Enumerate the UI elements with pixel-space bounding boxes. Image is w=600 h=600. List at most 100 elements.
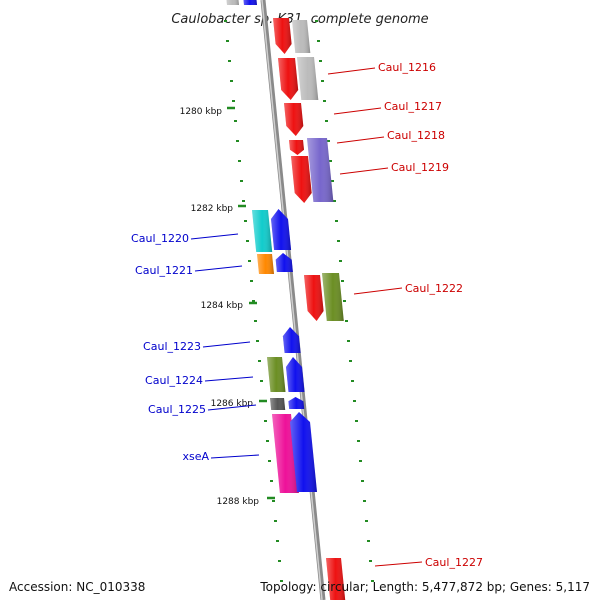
label-leader — [210, 454, 260, 459]
scale-dot — [321, 80, 324, 82]
scale-dot — [226, 40, 229, 42]
gene-shading — [278, 58, 299, 100]
scale-dot — [230, 80, 233, 82]
gene-shading — [282, 327, 301, 353]
gene-label-caul-1223[interactable]: Caul_1223 — [143, 340, 201, 353]
gene-shading — [326, 558, 346, 600]
scale-dot — [317, 40, 320, 42]
scale-dot — [274, 520, 277, 522]
scale-dot — [246, 240, 249, 242]
scale-dot — [333, 200, 336, 202]
scale-dot — [339, 260, 342, 262]
gene-shading — [271, 209, 292, 250]
gene-label-caul-1222[interactable]: Caul_1222 — [405, 282, 463, 295]
label-leader — [333, 107, 382, 115]
scale-dot — [331, 180, 334, 182]
gene-label-xsea[interactable]: xseA — [182, 450, 209, 463]
scale-dot — [252, 300, 255, 302]
map-title: Caulobacter sp. K31, complete genome — [171, 12, 428, 27]
gene-shading — [243, 0, 257, 5]
scale-dot — [278, 560, 281, 562]
gene-label-caul-1227[interactable]: Caul_1227 — [425, 556, 483, 569]
scale-dot — [248, 260, 251, 262]
label-leader — [339, 167, 389, 175]
gene-shading — [273, 18, 292, 54]
gene-shading — [297, 57, 319, 100]
scale-dot — [260, 380, 263, 382]
genome-backbone-highlight — [261, 0, 323, 600]
gene-shading — [286, 357, 305, 392]
scale-dot — [357, 440, 360, 442]
label-leader — [190, 233, 239, 240]
scale-dot — [276, 540, 279, 542]
label-leader — [353, 287, 403, 295]
scale-dot — [359, 460, 362, 462]
scale-dot — [371, 580, 374, 582]
scale-dot — [319, 60, 322, 62]
gene-label-caul-1216[interactable]: Caul_1216 — [378, 61, 436, 74]
scale-dot — [325, 120, 328, 122]
right-gene-labels: Caul_1216 Caul_1217 Caul_1218 Caul_1219 … — [327, 61, 483, 569]
gene-shading — [291, 156, 312, 203]
gene-shading — [307, 138, 334, 202]
gene-shading — [257, 254, 274, 274]
scale-dot — [254, 320, 257, 322]
scale-dot — [256, 340, 259, 342]
scale-dot — [272, 500, 275, 502]
gene-label-caul-1220[interactable]: Caul_1220 — [131, 232, 189, 245]
kbp-tick-label: 1280 kbp — [180, 107, 223, 117]
gene-shading — [289, 140, 304, 155]
gene-label-caul-1217[interactable]: Caul_1217 — [384, 100, 442, 113]
genome-backbone — [260, 0, 326, 600]
scale-dots — [224, 20, 374, 582]
gene-label-caul-1225[interactable]: Caul_1225 — [148, 403, 206, 416]
scale-dot — [369, 560, 372, 562]
gene-shading — [267, 357, 286, 392]
gene-shading — [304, 275, 324, 321]
scale-dot — [347, 340, 350, 342]
kbp-scale: 1280 kbp 1282 kbp 1284 kbp 1286 kbp 1288… — [180, 106, 275, 507]
scale-dot — [268, 460, 271, 462]
kbp-tick-label: 1284 kbp — [201, 301, 244, 311]
kbp-tick-label: 1282 kbp — [191, 204, 234, 214]
gene-shading — [284, 103, 304, 136]
gene-shading — [275, 253, 293, 272]
scale-dot — [242, 200, 245, 202]
gene-shading — [270, 398, 286, 410]
label-leader — [336, 136, 385, 144]
scale-dot — [329, 160, 332, 162]
gene-features — [226, 0, 346, 600]
gene-shading — [226, 0, 239, 5]
gene-shading — [290, 412, 317, 492]
scale-dot — [238, 160, 241, 162]
scale-dot — [240, 180, 243, 182]
scale-dot — [244, 220, 247, 222]
gene-shading — [322, 273, 344, 321]
gene-shading — [252, 210, 273, 252]
scale-dot — [236, 140, 239, 142]
scale-dot — [335, 220, 338, 222]
gene-shading — [292, 20, 311, 53]
label-leader — [204, 376, 254, 382]
gene-label-caul-1221[interactable]: Caul_1221 — [135, 264, 193, 277]
scale-dot — [266, 440, 269, 442]
scale-dot — [264, 420, 267, 422]
scale-dot — [234, 120, 237, 122]
scale-dot — [232, 100, 235, 102]
label-leader — [327, 67, 376, 75]
scale-dot — [327, 140, 330, 142]
scale-dot — [315, 20, 318, 22]
gene-label-caul-1219[interactable]: Caul_1219 — [391, 161, 449, 174]
label-leader — [374, 561, 423, 567]
label-leader — [202, 341, 251, 348]
scale-dot — [228, 60, 231, 62]
scale-dot — [351, 380, 354, 382]
label-leader — [194, 265, 243, 272]
gene-label-caul-1218[interactable]: Caul_1218 — [387, 129, 445, 142]
scale-dot — [270, 480, 273, 482]
scale-dot — [280, 580, 283, 582]
genome-summary-text: Topology: circular; Length: 5,477,872 bp… — [260, 580, 590, 594]
scale-dot — [323, 100, 326, 102]
gene-label-caul-1224[interactable]: Caul_1224 — [145, 374, 203, 387]
